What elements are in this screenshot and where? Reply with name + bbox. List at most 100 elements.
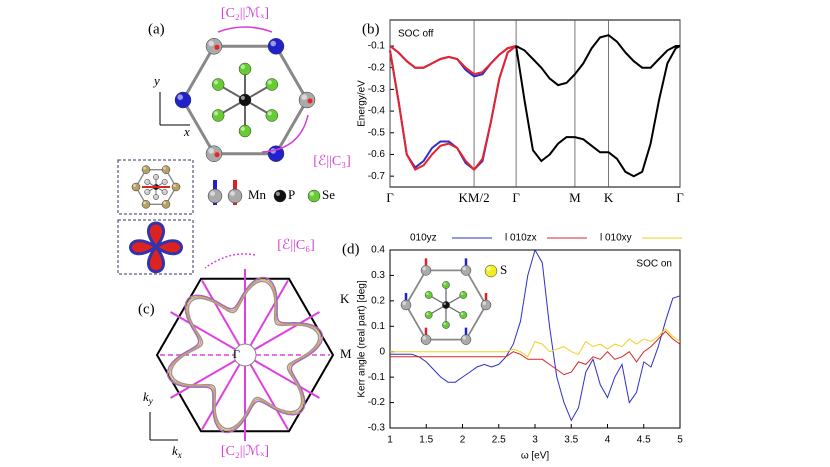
se-atom <box>144 179 151 185</box>
legend-label: 010yz <box>410 233 437 244</box>
y-tick-label: -0.7 <box>368 171 386 182</box>
mn-atom-up <box>205 145 223 162</box>
legend-label: Mn <box>248 187 267 202</box>
mn-legend-atom <box>207 188 223 204</box>
se-atom <box>144 189 151 195</box>
series-line <box>390 248 681 422</box>
se-atom <box>424 311 433 319</box>
se-atom <box>424 291 433 299</box>
series-line <box>515 45 681 178</box>
mn-atom <box>400 299 412 311</box>
mn-atom-shine <box>422 266 426 271</box>
se-atom-shine <box>163 166 167 170</box>
panel-label: (d) <box>342 241 360 257</box>
mn-atom-down-shine <box>177 94 183 100</box>
mn-atom-down <box>174 91 192 109</box>
brillouin-zone <box>155 277 335 433</box>
operator-label: [C₂||ℳₓ] <box>221 444 269 459</box>
se-atom-shine <box>213 80 219 85</box>
se-atom-shine <box>240 64 245 69</box>
se-legend-atom-shine <box>309 191 314 196</box>
x-tick-label: 2 <box>460 435 466 446</box>
series-line <box>390 330 681 376</box>
axis-label: y <box>148 396 153 406</box>
se-atom-shine <box>443 282 446 285</box>
x-tick-label: 3 <box>532 435 538 446</box>
se-atom <box>131 182 141 192</box>
annotation: SOC on <box>636 259 672 270</box>
se-atom-shine <box>213 111 219 116</box>
legend-label: l 010xy <box>600 233 632 244</box>
y-tick-label: -0.2 <box>368 62 386 73</box>
y-tick-label: 0.3 <box>371 270 385 281</box>
legend-label: P <box>288 187 295 202</box>
se-atom <box>171 182 181 192</box>
se-atom <box>442 321 450 329</box>
mn-atom-shine <box>402 301 406 305</box>
p-atom-shine <box>443 302 446 305</box>
x-tick-label: Γ <box>676 190 684 205</box>
se-atom-shine <box>133 184 137 188</box>
p-atom <box>238 93 252 107</box>
se-atom-shine <box>163 201 167 205</box>
series-line <box>515 34 680 87</box>
mn-atom-up-shine <box>208 148 214 154</box>
mn-atom <box>480 299 492 311</box>
p-legend-atom-shine <box>275 191 280 196</box>
axis-label: k <box>172 443 178 458</box>
se-atom-shine <box>267 111 272 116</box>
legend-label: Se <box>322 187 335 202</box>
y-tick-label: -0.2 <box>368 397 386 408</box>
se-atom-shine <box>426 312 429 315</box>
inset-box <box>117 219 194 275</box>
se-atom <box>265 78 279 91</box>
se-atom-shine <box>162 180 165 182</box>
axis-label: x <box>183 124 190 139</box>
annotation: SOC off <box>398 29 434 40</box>
operator-arrow <box>204 253 256 269</box>
spin-dot <box>214 152 220 158</box>
point-label: Γ <box>233 347 240 361</box>
y-tick-label: 0.4 <box>371 245 385 256</box>
mn-atom-up <box>298 91 316 109</box>
mn-atom-shine <box>422 336 426 340</box>
se-atom-shine <box>145 190 148 192</box>
se-atom <box>459 311 468 319</box>
se-atom <box>211 109 225 122</box>
se-atom-shine <box>240 126 245 131</box>
x-tick-label: 1 <box>387 435 393 446</box>
axis-label: ky <box>143 389 153 406</box>
mn-atom <box>420 265 432 276</box>
se-atom <box>265 109 279 122</box>
y-tick-label: 0.1 <box>371 321 385 332</box>
x-tick-label: Γ <box>386 190 394 205</box>
mn-atom <box>420 334 432 345</box>
inset-box <box>117 159 194 215</box>
mn-atom-down <box>267 38 285 55</box>
spin-dot <box>214 44 220 50</box>
y-tick-label: -0.6 <box>368 149 386 160</box>
se-atom-shine <box>173 184 177 188</box>
operator-label: [C₂||ℳₓ] <box>221 6 269 21</box>
y-tick-label: -0.1 <box>368 41 386 52</box>
panel-label: (a) <box>148 21 165 37</box>
axis-label: k <box>143 389 149 404</box>
mn-atom <box>460 334 472 345</box>
x-tick-label: KM/2 <box>459 190 490 205</box>
se-atom <box>161 189 168 195</box>
x-tick-label: 2.5 <box>492 435 506 446</box>
x-tick-label: 1.5 <box>419 435 433 446</box>
y-axis-label: Energy/eV <box>357 80 368 127</box>
y-tick-label: -0.5 <box>368 127 386 138</box>
orbital <box>129 221 183 274</box>
y-tick-label: 0.2 <box>371 295 385 306</box>
x-tick-label: 5 <box>677 435 683 446</box>
mn-legend-atom <box>227 188 243 204</box>
y-axis-label: Kerr angle (real part) [deg] <box>357 280 368 398</box>
spin-dot <box>307 98 313 104</box>
inset-label: S <box>500 262 507 277</box>
panel-label: (c) <box>138 301 155 317</box>
mn-atom-shine <box>482 301 486 305</box>
mn-atom-down-shine <box>270 40 277 47</box>
